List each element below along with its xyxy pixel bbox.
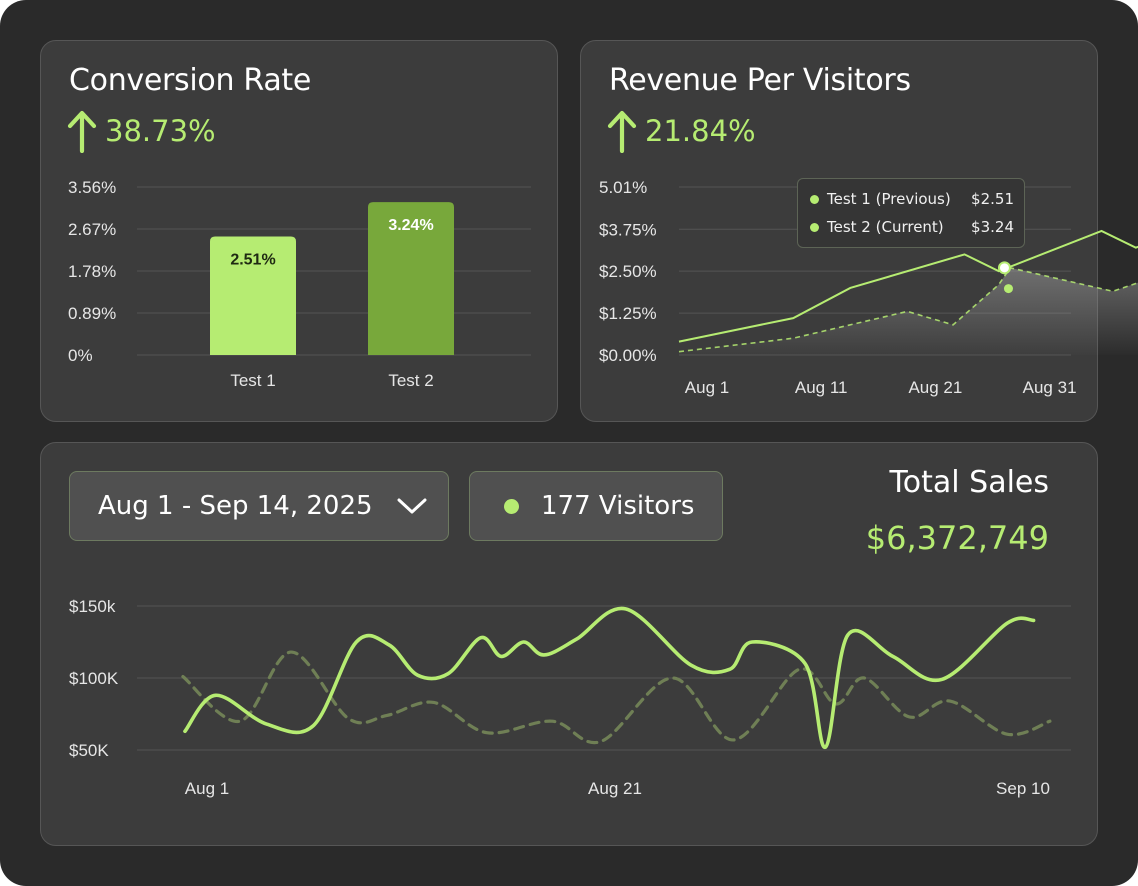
y-tick-label: 2.67% <box>68 220 116 239</box>
visitors-badge: 177 Visitors <box>469 471 723 541</box>
x-tick-label: Aug 21 <box>908 378 962 397</box>
revenue-tooltip: Test 1 (Previous) $2.51 Test 2 (Current)… <box>797 178 1025 248</box>
x-tick-label: Aug 1 <box>685 378 729 397</box>
total-sales-line-chart: $50K $100K $150k Aug 1 Aug 21 Sep 10 <box>69 597 1071 798</box>
series-line-test1 <box>678 266 1138 353</box>
tooltip-row-test2: Test 2 (Current) $3.24 <box>810 213 1014 241</box>
y-tick-label: 0.89% <box>68 304 116 323</box>
x-tick-label: Aug 11 <box>795 378 848 397</box>
y-tick-label: $0.00% <box>599 346 657 365</box>
bar-test-1 <box>210 236 296 355</box>
highlight-point <box>997 261 1011 275</box>
total-sales-title: Total Sales <box>889 465 1049 500</box>
x-tick-label: Aug 1 <box>185 779 229 798</box>
y-tick-label: $100K <box>69 669 119 688</box>
y-tick-label: $1.25% <box>599 304 657 323</box>
arrow-up-icon <box>67 110 97 153</box>
arrow-up-icon <box>607 110 637 153</box>
revenue-per-visitors-card: Revenue Per Visitors 21.84% $0.00% $1.25%… <box>580 40 1138 422</box>
total-sales-card: Aug 1 - Sep 14, 2025 177 Visitors Total … <box>40 442 1098 846</box>
series-area-test1 <box>679 267 1138 355</box>
x-tick-label: Test 1 <box>230 371 275 390</box>
y-tick-label: 0% <box>68 346 93 365</box>
tooltip-series-name: Test 2 (Current) <box>827 218 944 236</box>
series-line-test2 <box>678 229 1138 343</box>
x-tick-label: Aug 31 <box>1023 378 1077 397</box>
tooltip-row-test1: Test 1 (Previous) $2.51 <box>810 185 1014 213</box>
y-tick-label: $3.75% <box>599 220 657 239</box>
chevron-down-icon <box>397 498 427 514</box>
conversion-rate-title: Conversion Rate <box>69 63 312 98</box>
revenue-delta: 21.84% <box>607 109 756 153</box>
revenue-per-visitors-title: Revenue Per Visitors <box>609 63 911 98</box>
status-dot-icon <box>504 498 519 514</box>
bar-value-label: 3.24% <box>388 217 433 234</box>
x-tick-label: Aug 21 <box>588 779 642 798</box>
highlight-point <box>1003 284 1013 294</box>
y-tick-label: $50K <box>69 741 109 760</box>
y-tick-label: 5.01% <box>599 178 647 197</box>
x-tick-label: Test 2 <box>388 371 433 390</box>
bar-test-2 <box>368 202 454 355</box>
revenue-area-chart: $0.00% $1.25% $2.50% $3.75% 5.01% Aug 1 Aug 11… <box>599 178 1138 397</box>
conversion-rate-delta-value: 38.73% <box>105 114 216 148</box>
bar-value-label: 2.51% <box>230 252 275 269</box>
legend-dot-icon <box>810 222 819 232</box>
x-tick-label: Sep 10 <box>996 779 1050 798</box>
y-tick-label: 1.78% <box>68 262 116 281</box>
visitors-count: 177 Visitors <box>541 491 695 521</box>
tooltip-series-value: $2.51 <box>971 190 1014 208</box>
y-tick-label: $2.50% <box>599 262 657 281</box>
revenue-delta-value: 21.84% <box>645 114 756 148</box>
y-tick-label: 3.56% <box>68 178 116 197</box>
total-sales-value: $6,372,749 <box>865 519 1049 557</box>
conversion-rate-bar-chart: 0% 0.89% 1.78% 2.67% 3.56% 2.51% Test 1 3.24% Te… <box>68 178 531 390</box>
conversion-rate-delta: 38.73% <box>67 109 216 153</box>
conversion-rate-card: Conversion Rate 38.73% 0% 0.89% 1.78% 2.67%… <box>40 40 558 422</box>
date-range-dropdown[interactable]: Aug 1 - Sep 14, 2025 <box>69 471 449 541</box>
date-range-label: Aug 1 - Sep 14, 2025 <box>98 491 373 521</box>
y-tick-label: $150k <box>69 597 116 616</box>
tooltip-series-name: Test 1 (Previous) <box>827 190 951 208</box>
series-line-current <box>183 606 1036 749</box>
series-line-previous <box>181 650 1052 745</box>
tooltip-series-value: $3.24 <box>971 218 1014 236</box>
legend-dot-icon <box>810 194 819 204</box>
